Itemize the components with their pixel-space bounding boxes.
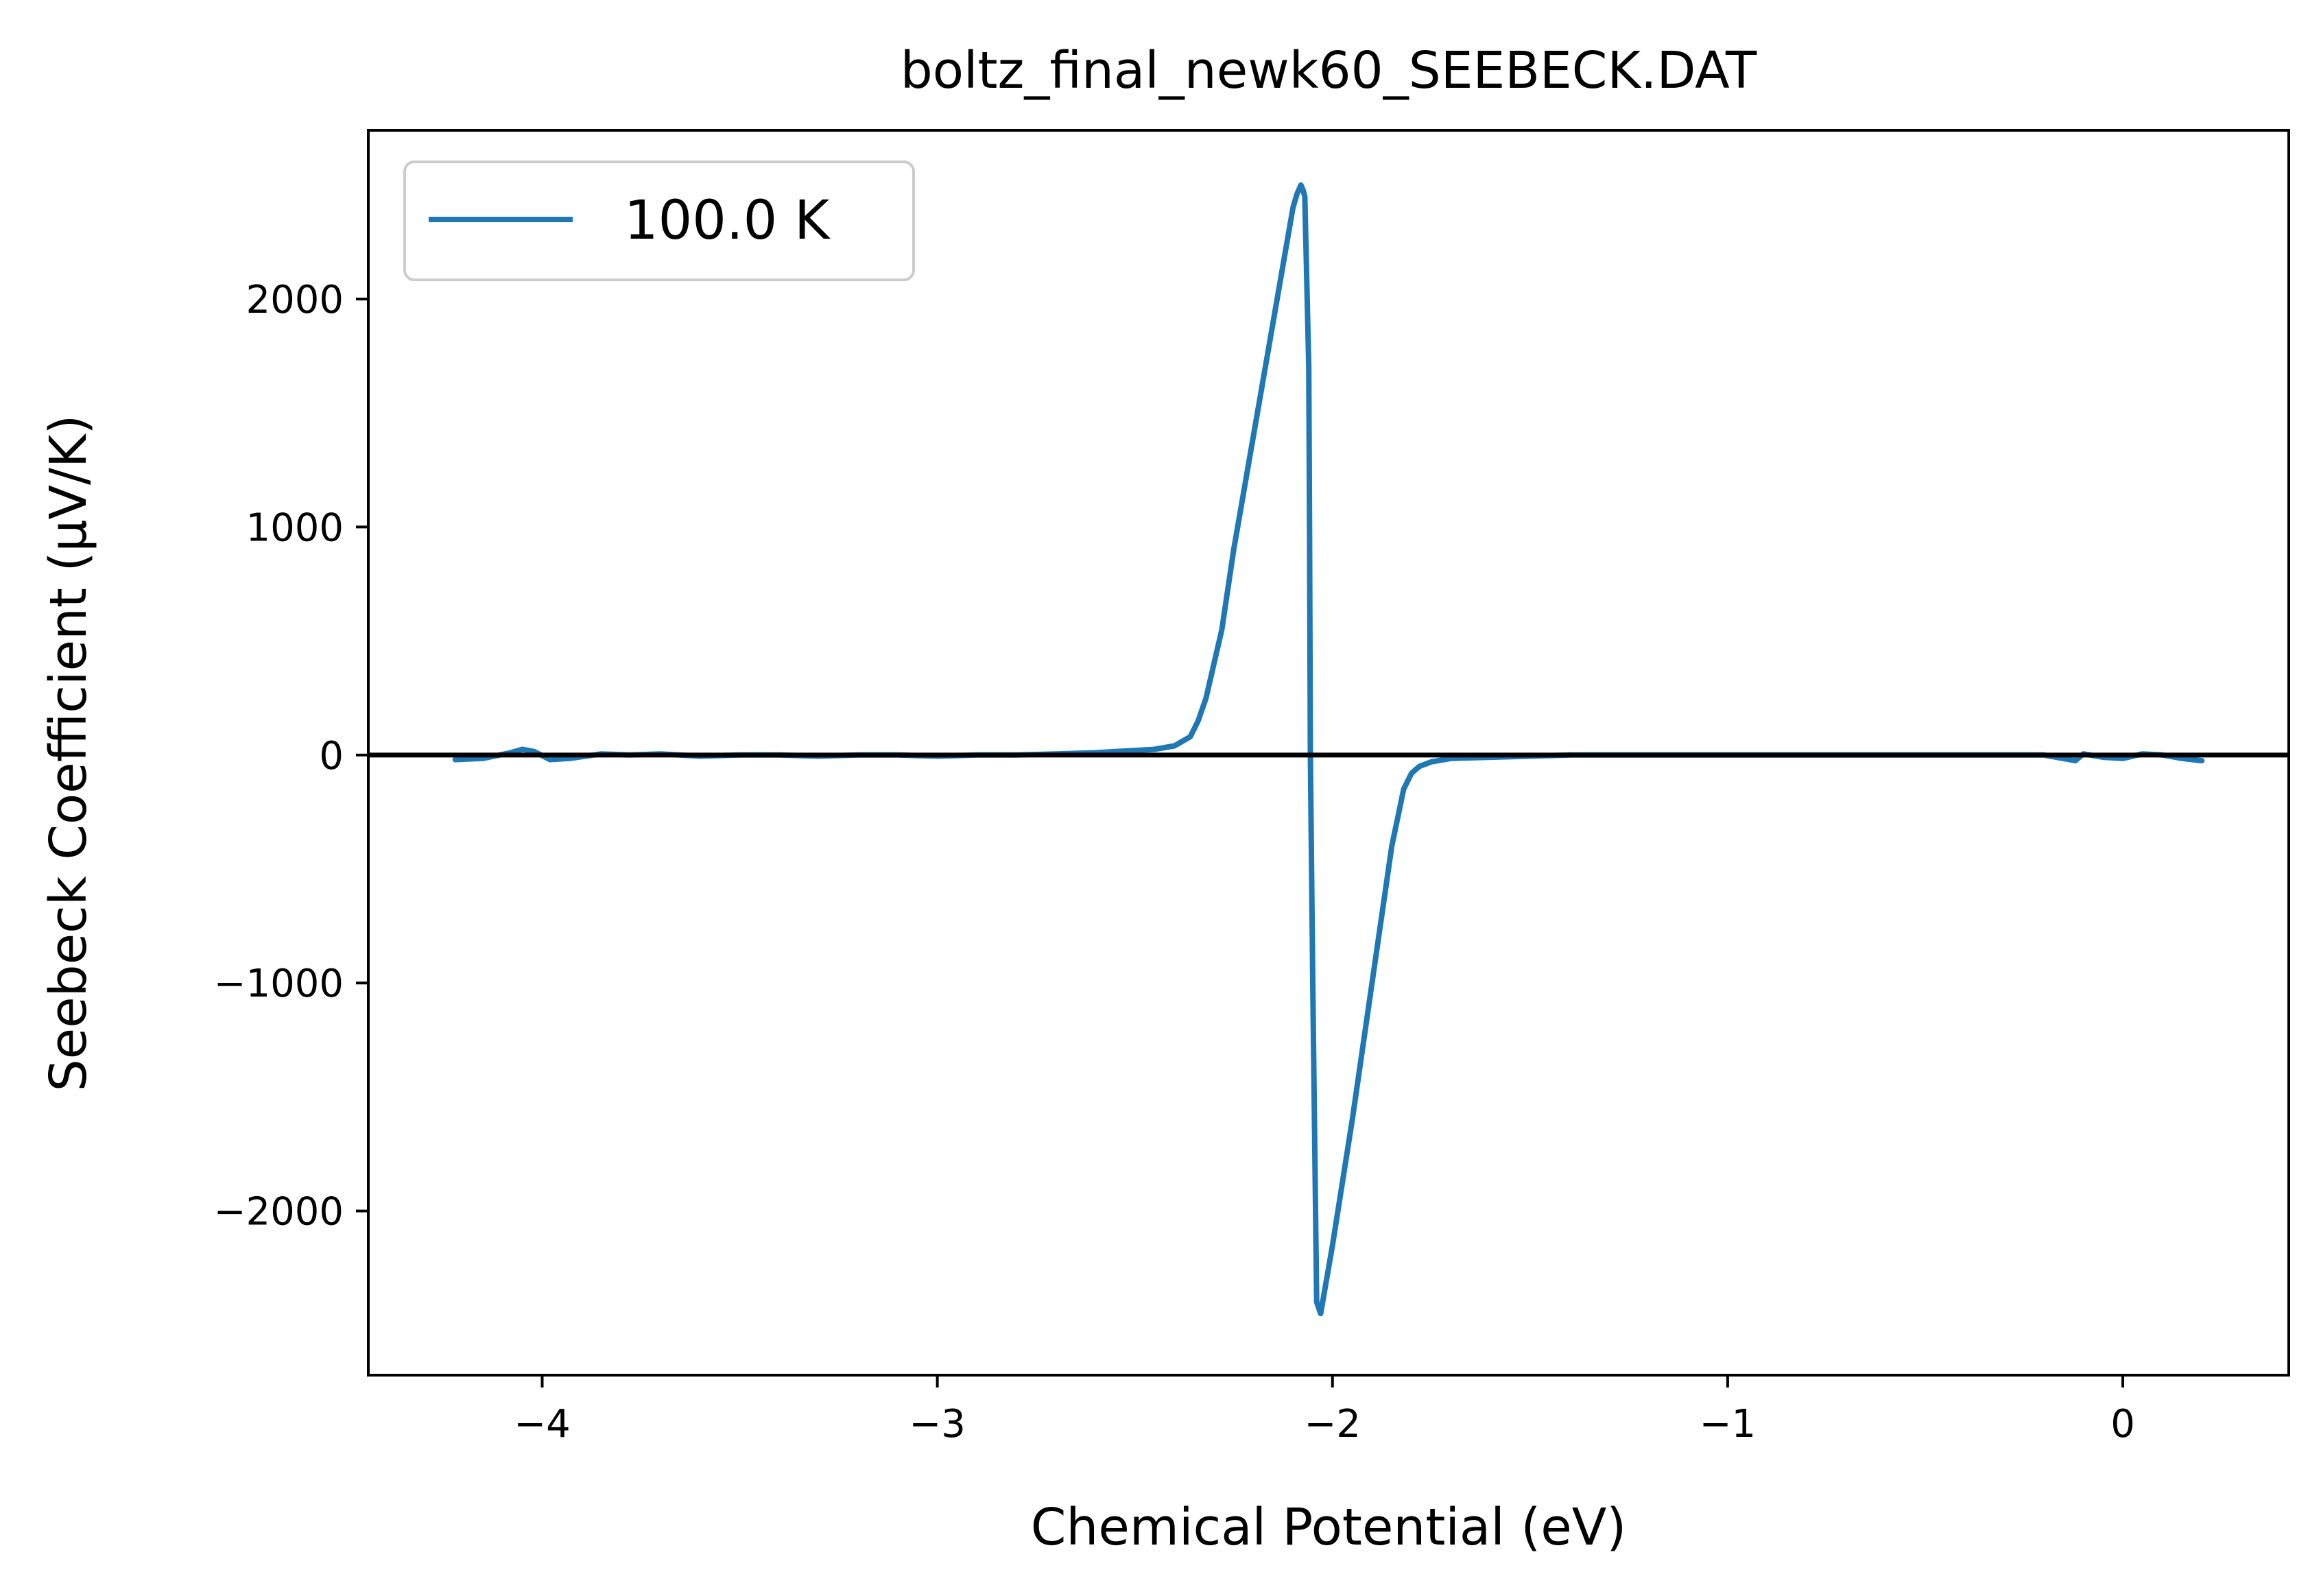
- x-tick-label: −1: [1700, 1402, 1757, 1446]
- y-tick-label: 1000: [246, 505, 344, 550]
- legend-box: [403, 160, 915, 281]
- legend-label-100k: 100.0 K: [624, 190, 831, 252]
- plot-frame: [367, 129, 2290, 1377]
- x-tick-label: 0: [2110, 1402, 2135, 1446]
- x-axis-title: Chemical Potential (eV): [1031, 1498, 1626, 1557]
- y-tick-label: 2000: [246, 278, 344, 322]
- y-axis-title: Seebeck Coefficient (μV/K): [39, 415, 98, 1092]
- y-tick-label: −1000: [214, 962, 344, 1006]
- y-tick-label: −2000: [214, 1190, 344, 1235]
- x-tick-label: −2: [1304, 1402, 1361, 1446]
- x-axis-ticks: −4 −3 −2 −1 0: [514, 1375, 2135, 1446]
- legend: 100.0 K: [403, 160, 915, 281]
- y-tick-label: 0: [319, 734, 344, 778]
- y-axis-ticks: 2000 1000 0 −1000 −2000: [214, 278, 368, 1235]
- x-tick-label: −4: [514, 1402, 571, 1446]
- x-tick-label: −3: [909, 1402, 966, 1446]
- chart-title: boltz_final_newk60_SEEBECK.DAT: [901, 41, 1757, 100]
